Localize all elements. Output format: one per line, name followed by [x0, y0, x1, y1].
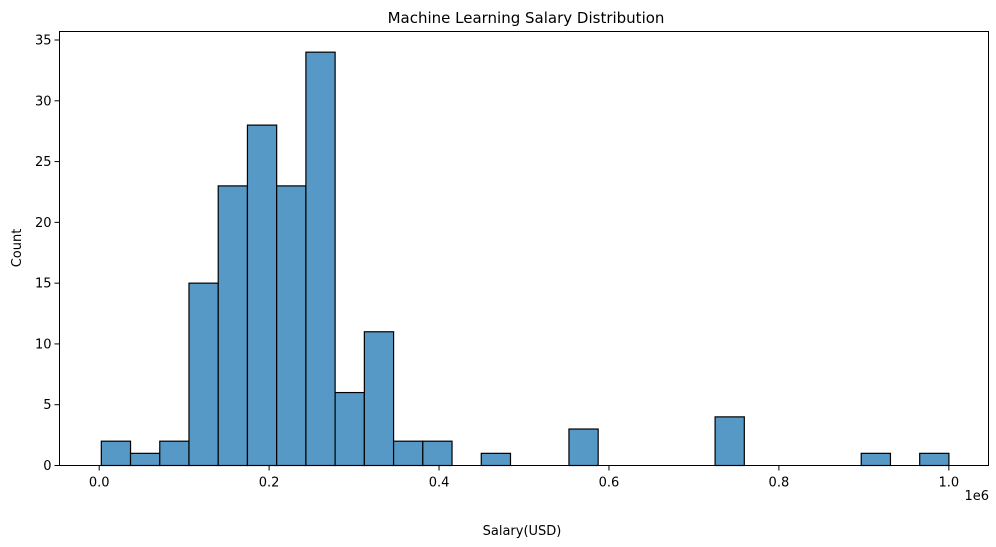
histogram-bar [217, 185, 249, 467]
histogram-bar [919, 452, 950, 467]
histogram-bar [159, 440, 190, 467]
histogram-bar [188, 282, 219, 467]
histogram-bar [276, 185, 307, 467]
y-tick-label: 5 [43, 398, 51, 413]
histogram-bar [480, 452, 512, 467]
histogram-bar [246, 124, 278, 467]
histogram-bar [100, 440, 132, 467]
chart-title: Machine Learning Salary Distribution [388, 9, 665, 27]
histogram-bar [860, 452, 892, 467]
histogram-bar [422, 440, 453, 467]
x-tick-label: 0.8 [769, 476, 790, 491]
histogram-bar [714, 416, 745, 467]
y-tick-label: 35 [35, 34, 52, 49]
histogram-bar [129, 452, 161, 467]
x-tick-label: 0.0 [89, 476, 110, 491]
histogram-bar [392, 440, 424, 467]
y-tick-label: 25 [35, 155, 52, 170]
x-axis-ticks: 0.0 0.2 0.4 0.6 0.8 1.0 [89, 465, 959, 491]
histogram-bar [334, 391, 365, 467]
histogram-bar [568, 428, 599, 467]
y-tick-label: 20 [35, 216, 52, 231]
y-tick-label: 30 [35, 94, 52, 109]
plot-frame [59, 31, 989, 466]
y-tick-label: 10 [35, 337, 52, 352]
y-axis-ticks: 0 5 10 15 20 25 30 35 [35, 34, 60, 474]
x-axis-label: Salary(USD) [483, 524, 562, 539]
x-tick-label: 0.6 [599, 476, 620, 491]
histogram-bar [363, 331, 395, 467]
histogram-bar [305, 51, 336, 467]
x-tick-label: 0.4 [429, 476, 450, 491]
y-tick-label: 0 [43, 459, 51, 474]
x-tick-label: 1.0 [938, 476, 959, 491]
bars-group [100, 51, 950, 467]
y-axis-label: Count [10, 229, 25, 268]
y-tick-label: 15 [35, 277, 52, 292]
x-tick-label: 0.2 [259, 476, 280, 491]
x-axis-offset-label: 1e6 [964, 489, 989, 504]
